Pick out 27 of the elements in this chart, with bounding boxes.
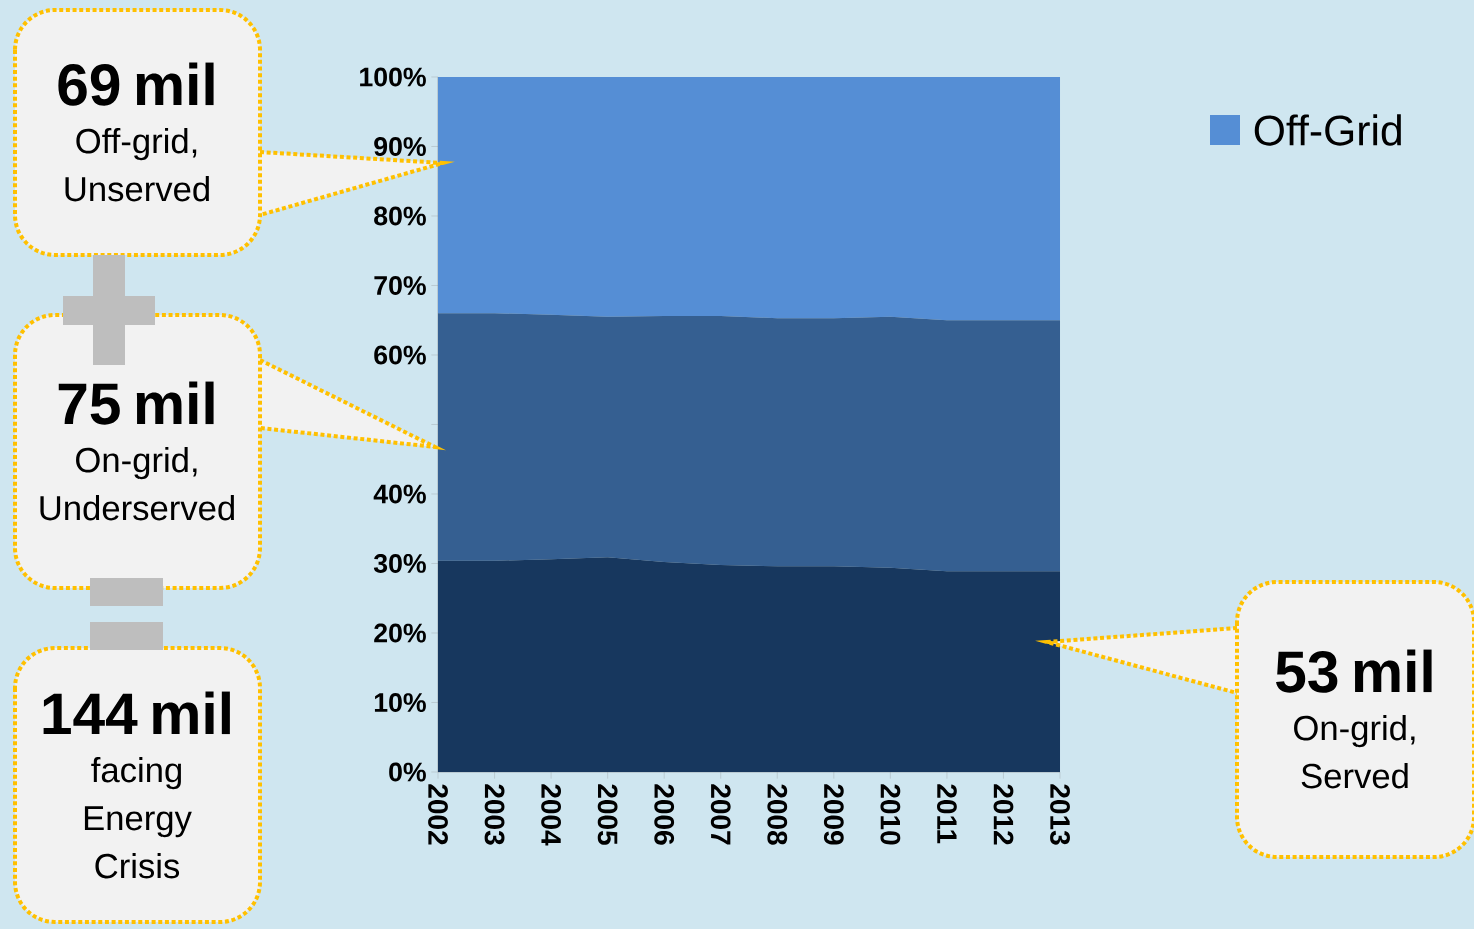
y-tick-label: 100%	[360, 67, 426, 87]
x-tick-label: 2003	[484, 784, 505, 845]
x-tick-label: 2009	[823, 784, 844, 845]
x-tick-label: 2004	[541, 784, 562, 846]
text: 69 mil Off-grid, Unserved	[58, 62, 214, 202]
text: 144 mil facing Energy Crisis	[43, 691, 230, 879]
x-tick-label: 2006	[654, 784, 675, 845]
y-tick-label: 30%	[373, 554, 426, 573]
legend-label: Off-Grid	[1254, 114, 1401, 146]
y-tick-label: 90%	[374, 137, 426, 156]
y-tick-label: 0%	[389, 762, 426, 782]
y-tick-label: 40%	[373, 484, 426, 504]
x-tick-label: 2008	[767, 784, 788, 845]
text: 53 mil On-grid, Served	[1276, 649, 1432, 789]
x-tick-label: 2011	[937, 784, 957, 844]
text: 75 mil On-grid, Underserved	[40, 381, 234, 521]
x-tick-label: 2013	[1050, 784, 1070, 845]
y-tick-label: 60%	[374, 345, 426, 365]
x-tick-label: 2007	[710, 784, 731, 845]
x-tick-label: 2005	[597, 784, 618, 845]
x-tick-label: 2010	[880, 784, 901, 845]
y-tick-label: 20%	[374, 623, 426, 643]
y-tick-label: 70%	[374, 276, 426, 295]
y-tick-label: 10%	[374, 693, 426, 712]
x-tick-label: 2002	[428, 784, 448, 845]
y-tick-label: 80%	[374, 206, 426, 226]
x-tick-label: 2012	[993, 784, 1014, 845]
